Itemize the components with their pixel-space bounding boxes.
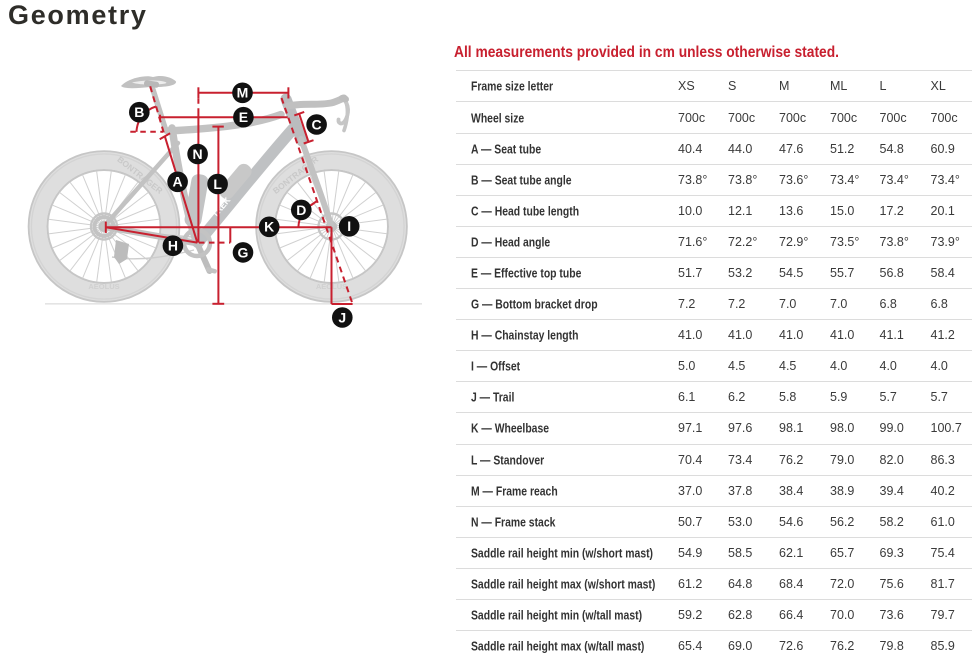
svg-text:A: A [173, 174, 183, 190]
svg-text:G: G [238, 244, 249, 260]
svg-text:AEOLUS: AEOLUS [88, 282, 119, 291]
svg-text:B: B [134, 104, 144, 120]
svg-text:I: I [347, 218, 351, 234]
svg-text:C: C [312, 116, 322, 132]
svg-text:J: J [338, 309, 346, 325]
svg-text:D: D [296, 202, 306, 218]
svg-text:N: N [193, 146, 203, 162]
svg-text:L: L [213, 176, 222, 192]
svg-text:K: K [264, 219, 274, 235]
svg-text:H: H [168, 238, 178, 254]
svg-text:E: E [239, 109, 248, 125]
svg-text:M: M [237, 85, 249, 101]
